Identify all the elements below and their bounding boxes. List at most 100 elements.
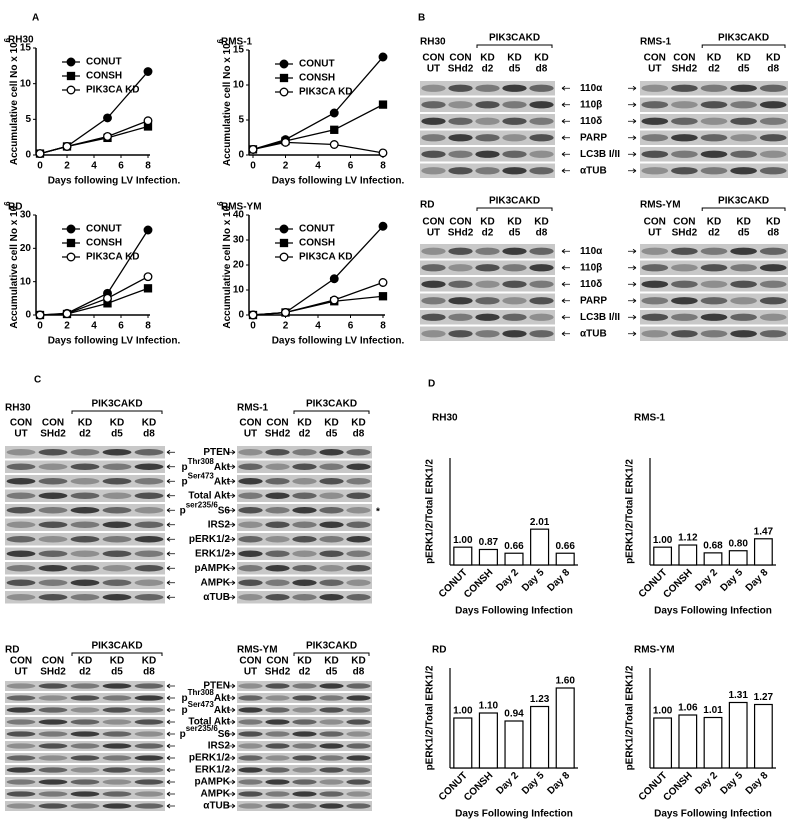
blot-band — [70, 791, 100, 797]
legend-label: CONUT — [86, 57, 122, 68]
row-label: ERK1/2 — [195, 548, 230, 559]
marker — [248, 144, 258, 154]
y-axis-label-sup: 6 — [3, 201, 12, 206]
blot-band — [346, 695, 371, 701]
blot-band — [38, 565, 68, 572]
blot-band — [641, 330, 669, 338]
blot-band — [671, 167, 698, 175]
x-tick-label: 4 — [91, 161, 97, 172]
x-tick-label: Day 8 — [744, 567, 771, 594]
blot-band — [38, 743, 68, 749]
arrow — [166, 507, 175, 513]
panel-letter: D — [428, 379, 435, 390]
lane-label: d2 — [299, 429, 311, 440]
bar — [478, 712, 498, 769]
blot-band — [238, 743, 263, 749]
blot-strip — [5, 765, 165, 775]
arrow — [561, 265, 570, 271]
lane-label: SHd2 — [265, 429, 291, 440]
lane-label: SHd2 — [448, 64, 474, 75]
blot-band — [502, 101, 527, 109]
blot-band — [421, 330, 446, 338]
marker — [103, 132, 112, 141]
bar — [530, 528, 550, 566]
lane-label: CON — [239, 656, 261, 667]
y-tick-label: 5 — [25, 114, 31, 125]
arrow — [166, 580, 175, 586]
blot-band — [292, 707, 317, 713]
lane-label: d8 — [353, 429, 365, 440]
blot-band — [102, 743, 132, 749]
value-label: 1.31 — [728, 690, 748, 701]
blot-band — [346, 755, 371, 761]
lane-label: KD — [507, 217, 521, 228]
blot-band — [238, 707, 263, 713]
group-label: PIK3CAKD — [718, 196, 769, 207]
lane-label: KD — [534, 217, 548, 228]
x-tick-label: 4 — [315, 321, 321, 332]
arrow — [227, 791, 236, 797]
blot-band — [421, 101, 446, 109]
blot-band — [70, 565, 100, 572]
blot-band — [134, 743, 164, 749]
blot-band — [671, 330, 698, 338]
blot-band — [319, 492, 344, 499]
blot-band — [102, 507, 132, 514]
blot-band — [70, 803, 100, 809]
blot-band — [346, 707, 371, 713]
x-tick-label: 6 — [348, 321, 354, 332]
blot-band — [134, 803, 164, 809]
row-label-text: p — [182, 461, 188, 472]
blot-band — [70, 731, 100, 737]
legend-label: PIK3CA KD — [299, 87, 353, 98]
row-label-text: Akt — [214, 705, 231, 716]
arrow — [561, 281, 570, 287]
blot-band — [134, 449, 164, 456]
blot-band — [292, 767, 317, 773]
blot-band — [38, 683, 68, 689]
blot-band — [529, 84, 554, 92]
blot-band — [292, 731, 317, 737]
blot-band — [346, 536, 371, 543]
blot-band — [70, 719, 100, 725]
blot-band — [700, 84, 728, 92]
value-label: 0.66 — [555, 541, 575, 552]
blot-band — [502, 313, 527, 321]
x-tick-label: 0 — [250, 321, 256, 332]
blot-band — [475, 280, 500, 288]
blot-band — [102, 492, 132, 499]
arrow — [628, 314, 637, 320]
x-tick-label: Day 5 — [520, 770, 547, 797]
blot-band — [102, 731, 132, 737]
row-label: 110α — [580, 83, 603, 94]
lane-label: CON — [644, 217, 666, 228]
row-label: pSer473Akt — [182, 471, 231, 487]
blot-strip — [5, 591, 165, 604]
blot-band — [502, 330, 527, 338]
row-label: αTUB — [580, 165, 607, 176]
blot-band — [671, 247, 698, 255]
blot-strip — [5, 446, 165, 459]
y-tick-label: 0 — [25, 150, 31, 161]
blot-band — [292, 550, 317, 557]
blot-band — [265, 565, 290, 572]
blot-band — [448, 330, 473, 338]
arrow — [166, 791, 175, 797]
row-label-text: p — [182, 476, 188, 487]
blot-band — [421, 313, 446, 321]
row-label: pAMPK — [194, 563, 230, 574]
blot-band — [134, 755, 164, 761]
arrow — [166, 449, 175, 455]
blot-band — [238, 594, 263, 601]
x-tick-label: Day 5 — [520, 567, 547, 594]
arrow — [628, 331, 637, 337]
blot-band — [38, 521, 68, 528]
marker — [62, 141, 72, 151]
row-label-text: p — [182, 693, 188, 704]
blot-band — [475, 134, 500, 142]
blot-band — [346, 478, 371, 485]
arrow — [628, 281, 637, 287]
blot-band — [238, 755, 263, 761]
blot-band — [134, 463, 164, 470]
blot-band — [346, 791, 371, 797]
